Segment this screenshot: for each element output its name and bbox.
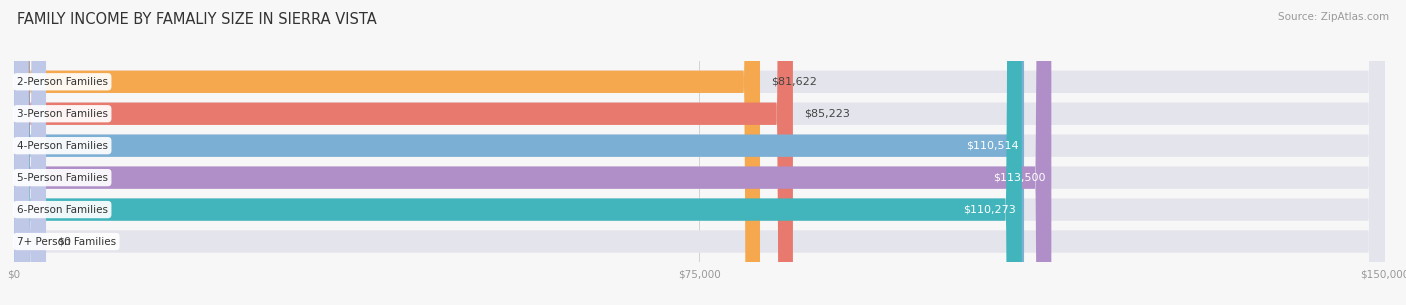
Text: $113,500: $113,500 <box>994 173 1046 183</box>
FancyBboxPatch shape <box>14 0 1024 305</box>
FancyBboxPatch shape <box>14 0 1385 305</box>
Text: $81,622: $81,622 <box>770 77 817 87</box>
FancyBboxPatch shape <box>14 0 761 305</box>
Text: 5-Person Families: 5-Person Families <box>17 173 108 183</box>
Text: $0: $0 <box>58 237 72 246</box>
Text: 3-Person Families: 3-Person Families <box>17 109 108 119</box>
FancyBboxPatch shape <box>14 0 1385 305</box>
Text: 4-Person Families: 4-Person Families <box>17 141 108 151</box>
FancyBboxPatch shape <box>14 0 1385 305</box>
FancyBboxPatch shape <box>14 0 793 305</box>
FancyBboxPatch shape <box>14 0 1385 305</box>
FancyBboxPatch shape <box>14 0 1385 305</box>
Text: $110,514: $110,514 <box>966 141 1018 151</box>
Text: Source: ZipAtlas.com: Source: ZipAtlas.com <box>1278 12 1389 22</box>
FancyBboxPatch shape <box>14 0 1052 305</box>
Text: $110,273: $110,273 <box>963 205 1017 215</box>
Text: 2-Person Families: 2-Person Families <box>17 77 108 87</box>
Text: FAMILY INCOME BY FAMALIY SIZE IN SIERRA VISTA: FAMILY INCOME BY FAMALIY SIZE IN SIERRA … <box>17 12 377 27</box>
FancyBboxPatch shape <box>14 0 46 305</box>
Text: $85,223: $85,223 <box>804 109 849 119</box>
FancyBboxPatch shape <box>14 0 1385 305</box>
FancyBboxPatch shape <box>14 0 1022 305</box>
Text: 7+ Person Families: 7+ Person Families <box>17 237 115 246</box>
Text: 6-Person Families: 6-Person Families <box>17 205 108 215</box>
